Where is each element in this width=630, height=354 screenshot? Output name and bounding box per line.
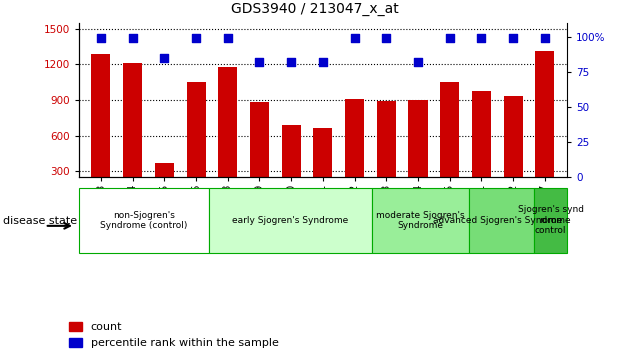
Bar [469, 188, 534, 253]
Legend: count, percentile rank within the sample: count, percentile rank within the sample [69, 322, 278, 348]
Text: disease state: disease state [3, 216, 77, 226]
Text: moderate Sjogren's
Syndrome: moderate Sjogren's Syndrome [376, 211, 465, 230]
Bar [250, 102, 269, 207]
Bar [91, 54, 110, 207]
Bar [408, 100, 428, 207]
Bar [313, 129, 333, 207]
Bar [123, 63, 142, 207]
Bar [282, 125, 301, 207]
Bar [372, 188, 469, 253]
Bar [186, 82, 205, 207]
Point [318, 59, 328, 65]
Text: advanced Sjogren's Syndrome: advanced Sjogren's Syndrome [433, 216, 571, 225]
Point [96, 35, 106, 41]
Point [413, 59, 423, 65]
Point [540, 35, 550, 41]
Text: GDS3940 / 213047_x_at: GDS3940 / 213047_x_at [231, 2, 399, 16]
Bar [345, 99, 364, 207]
Point [223, 35, 233, 41]
Point [476, 35, 486, 41]
Point [381, 35, 391, 41]
Point [159, 55, 169, 61]
Text: early Sjogren's Syndrome: early Sjogren's Syndrome [232, 216, 348, 225]
Bar [503, 96, 523, 207]
Bar [440, 82, 459, 207]
Bar [536, 51, 554, 207]
Bar [209, 188, 372, 253]
Text: Sjogren's synd
rome
control: Sjogren's synd rome control [518, 205, 584, 235]
Point [255, 59, 265, 65]
Point [191, 35, 201, 41]
Point [286, 59, 296, 65]
Bar [79, 188, 209, 253]
Bar [472, 91, 491, 207]
Bar [218, 67, 238, 207]
Bar [377, 101, 396, 207]
Text: non-Sjogren's
Syndrome (control): non-Sjogren's Syndrome (control) [100, 211, 188, 230]
Bar [534, 188, 567, 253]
Point [508, 35, 518, 41]
Point [445, 35, 455, 41]
Bar [155, 163, 174, 207]
Point [350, 35, 360, 41]
Point [128, 35, 138, 41]
